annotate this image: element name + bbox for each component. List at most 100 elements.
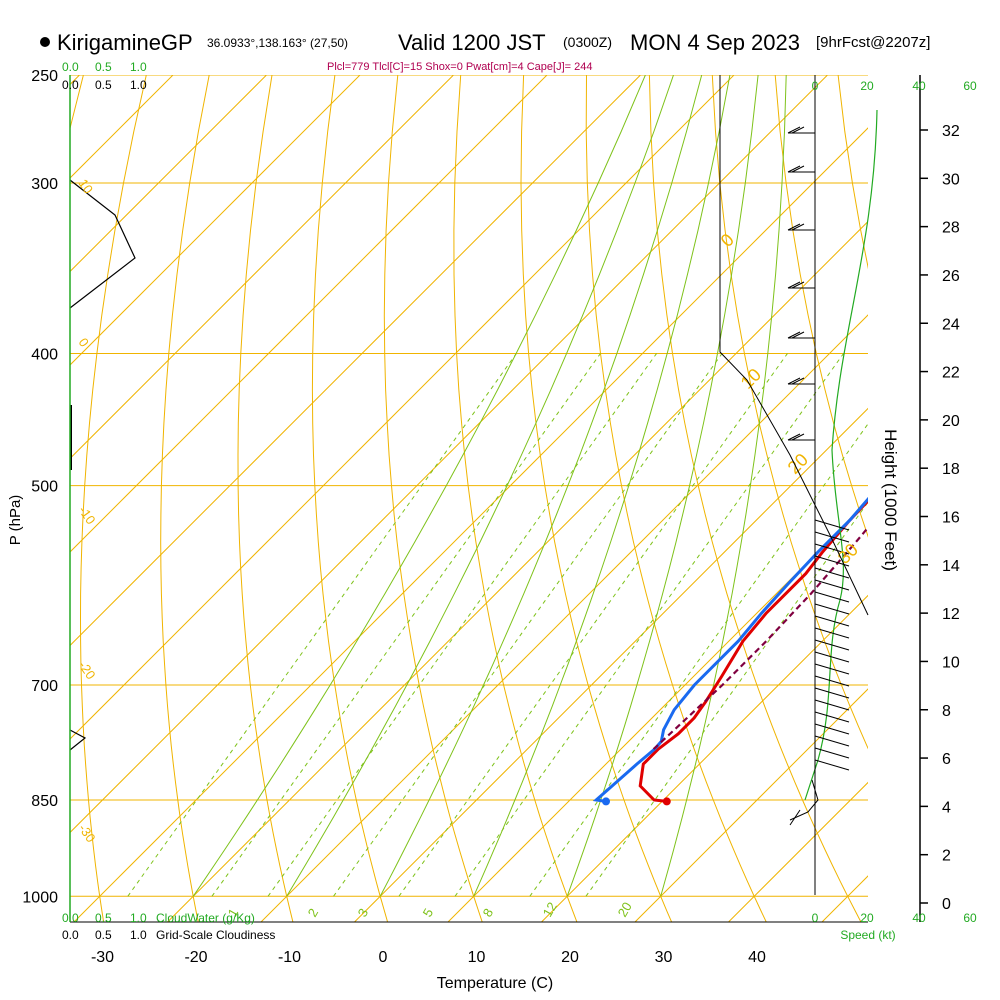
speed-bottom-2: 40 (912, 911, 926, 925)
bottom-green-1: 0.5 (95, 911, 112, 925)
cloudiness-profile (69, 179, 136, 309)
bottom-black-2: 1.0 (130, 928, 147, 942)
wind-barb-icon (814, 627, 850, 639)
wind-barb-icon (814, 543, 850, 555)
wind-barb-icon (814, 759, 850, 771)
forecast-tag: [9hrFcst@2207z] (816, 34, 930, 51)
plot-boundary-line (719, 75, 869, 616)
speed-bottom-0: 0 (812, 911, 819, 925)
wind-barb-icon (814, 639, 850, 651)
dry-adiabat-line (79, 75, 147, 922)
pressure-tick-label: 850 (31, 793, 58, 810)
mixing-ratio-line (585, 501, 868, 897)
wind-speed-profile (804, 109, 878, 801)
station-dot-icon (40, 37, 50, 47)
valid-date: MON 4 Sep 2023 (630, 30, 800, 55)
isotherm-line (260, 314, 868, 922)
isotherm-line (70, 75, 735, 740)
bottom-black-1: 0.5 (95, 928, 112, 942)
speed-top-0: 0 (812, 79, 819, 93)
wind-barb-icon (814, 567, 850, 579)
cloudiness-profile-low (69, 729, 87, 751)
dry-adiabat-label: 10 (76, 176, 97, 196)
height-tick-label: 8 (942, 703, 951, 720)
mixing-ratio-line (454, 353, 845, 897)
isotherm-line (70, 75, 829, 834)
speed-top-2: 40 (912, 79, 926, 93)
mixing-ratio-layer (127, 353, 868, 897)
height-tick-label: 0 (942, 896, 951, 913)
top-green-0: 0.0 (62, 60, 79, 74)
wind-barb-icon (791, 331, 805, 339)
wind-barb-icon (791, 223, 805, 231)
height-tick-label: 16 (942, 510, 960, 527)
valid-time: Valid 1200 JST (398, 30, 546, 55)
isotherm-line (73, 127, 868, 922)
height-tick-label: 28 (942, 220, 960, 237)
height-tick-label: 10 (942, 654, 960, 671)
height-tick-label: 24 (942, 316, 960, 333)
profile-line-dew-point (592, 496, 868, 803)
temperature-tick-label: 0 (379, 949, 388, 966)
wind-barb-icon (787, 281, 801, 289)
wind-barb-icon (814, 711, 850, 723)
wind-barb-icon (814, 663, 850, 675)
isotherm-line (70, 75, 548, 553)
wind-barb-icon (814, 615, 850, 627)
isotherm-line (70, 75, 268, 273)
moist-adiabat-line (286, 75, 674, 897)
isotherm-line (70, 75, 455, 460)
wind-barb-icon (814, 555, 850, 567)
surface-temp-marker (662, 797, 671, 806)
mixing-ratio-line (211, 353, 601, 897)
height-tick-label: 12 (942, 606, 960, 623)
mixing-ratio-label: 20 (615, 899, 635, 919)
moist-adiabat-line (566, 75, 759, 897)
height-tick-label: 32 (942, 123, 960, 140)
wind-barb-icon (787, 377, 801, 385)
wind-barb-icon (787, 331, 801, 339)
wind-barb-icon (791, 377, 805, 385)
mixing-ratio-line (127, 353, 517, 897)
temperature-tick-label: 40 (748, 949, 766, 966)
wind-barb-icon (814, 591, 850, 603)
indices-line: Plcl=779 Tlcl[C]=15 Shox=0 Pwat[cm]=4 Ca… (327, 61, 592, 73)
x-axis-title: Temperature (C) (437, 975, 553, 992)
wind-barb-icon (814, 603, 850, 615)
isotherm-line (447, 501, 868, 922)
wind-barb-icon (787, 433, 801, 441)
moist-adiabat-line (192, 75, 646, 897)
wind-barb-icon (791, 433, 805, 441)
height-tick-label: 22 (942, 365, 960, 382)
mixing-ratio-line (398, 353, 788, 897)
pressure-tick-label: 250 (31, 68, 58, 85)
height-tick-label: 20 (942, 413, 960, 430)
mixing-ratio-line (529, 423, 868, 897)
wind-barb-icon (814, 699, 850, 711)
speed-top-1: 20 (860, 79, 874, 93)
wind-barb-icon (791, 281, 805, 289)
height-tick-label: 2 (942, 848, 951, 865)
moist-adiabat-line (473, 75, 731, 897)
wind-barb-icon (787, 223, 801, 231)
cloudwater-label: CloudWater (g/Kg) (156, 911, 255, 925)
pressure-tick-label: 500 (31, 479, 58, 496)
wind-barb-icon (814, 531, 850, 543)
dry-adiabat-line (774, 75, 868, 538)
isotherm-line (540, 594, 868, 922)
top-green-2: 1.0 (130, 60, 147, 74)
isotherm-line (70, 75, 642, 647)
isotherm-line (634, 688, 868, 922)
bottom-green-2: 1.0 (130, 911, 147, 925)
bottom-black-0: 0.0 (62, 928, 79, 942)
cloud-profile-layer (69, 179, 136, 751)
height-axis-title: Height (1000 Feet) (881, 429, 900, 571)
temperature-tick-label: -30 (91, 949, 114, 966)
surface-dew-marker (602, 797, 611, 806)
wind-barb-icon (789, 809, 801, 826)
bottom-green-0: 0.0 (62, 911, 79, 925)
dry-adiabat-line (383, 75, 483, 922)
profiles-layer (592, 496, 868, 806)
